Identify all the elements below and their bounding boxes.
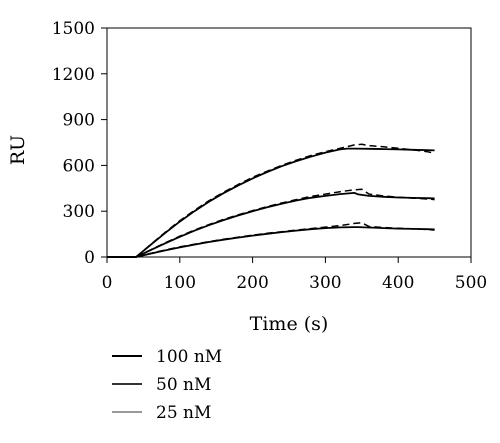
x-axis: 0 100 200 300 400 500 (102, 257, 487, 293)
series-fit-25-nm (107, 226, 435, 258)
y-tick-label: 0 (84, 248, 95, 268)
series-layer (107, 143, 435, 258)
legend-label: 100 nM (156, 347, 222, 367)
legend: 100 nM 50 nM 25 nM (112, 347, 222, 423)
y-tick-label: 1500 (52, 19, 95, 39)
x-axis-title: Time (s) (250, 313, 329, 335)
y-tick-label: 600 (63, 156, 95, 176)
x-tick-label: 500 (455, 273, 487, 293)
plot-frame (106, 27, 472, 258)
series-fit-100-nm (107, 147, 435, 258)
legend-label: 25 nM (156, 403, 211, 423)
legend-label: 50 nM (156, 375, 211, 395)
y-tick-label: 300 (63, 202, 95, 222)
x-tick-label: 100 (164, 273, 196, 293)
y-axis: 0 300 600 900 1200 1500 (52, 19, 107, 268)
x-tick-label: 200 (236, 273, 268, 293)
y-tick-label: 1200 (52, 65, 95, 85)
y-axis-title: RU (7, 135, 29, 165)
series-measured-100-nm (135, 143, 435, 258)
x-tick-label: 400 (382, 273, 414, 293)
y-tick-label: 900 (63, 111, 95, 131)
x-tick-label: 0 (102, 273, 113, 293)
x-tick-label: 300 (309, 273, 341, 293)
series-fit-50-nm (107, 192, 435, 258)
